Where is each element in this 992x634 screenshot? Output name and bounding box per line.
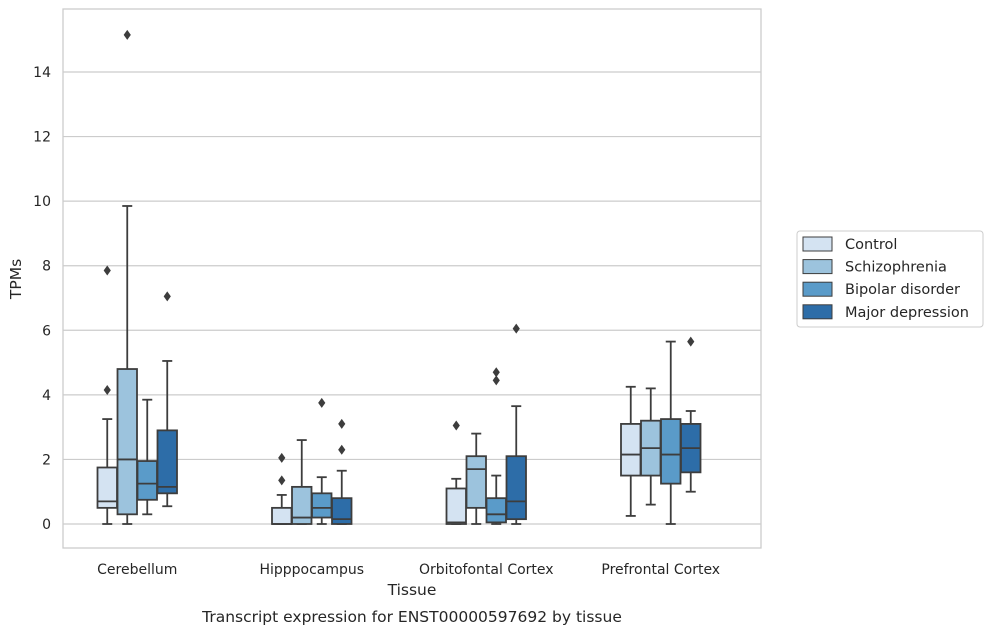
box-2-3 xyxy=(505,323,527,525)
outlier-point-1 xyxy=(103,265,111,276)
plot-frame xyxy=(62,8,762,549)
chart-caption: Transcript expression for ENST0000059769… xyxy=(201,608,622,626)
legend-frame xyxy=(796,230,984,328)
x-tick-label-2: Orbitofontal Cortex xyxy=(419,562,554,578)
y-tick-label-6: 12 xyxy=(33,130,51,146)
legend-swatch-1 xyxy=(802,259,833,275)
x-tick-label-3: Prefrontal Cortex xyxy=(601,562,720,578)
box-body xyxy=(660,418,682,485)
box-body xyxy=(311,492,333,519)
box-body xyxy=(485,497,507,524)
legend-label-0: Control xyxy=(845,237,897,253)
outlier-point-1 xyxy=(338,418,346,429)
outlier-point-0 xyxy=(103,385,111,396)
box-body xyxy=(465,455,487,509)
y-tick-label-3: 6 xyxy=(42,323,51,339)
y-tick-label-7: 14 xyxy=(33,65,51,81)
boxes-layer xyxy=(96,29,702,525)
outlier-point-0 xyxy=(318,397,326,408)
y-tick-label-2: 4 xyxy=(42,388,51,404)
legend-swatch-2 xyxy=(802,281,833,297)
legend: Control Schizophrenia Bipolar disorder Majo… xyxy=(796,230,984,328)
outlier-point-0 xyxy=(338,444,346,455)
y-tick-label-5: 10 xyxy=(33,194,51,210)
grid-lines xyxy=(63,71,761,525)
legend-label-3: Major depression xyxy=(845,305,969,321)
outlier-point-0 xyxy=(278,475,286,486)
outlier-point-0 xyxy=(512,323,520,334)
box-1-1 xyxy=(291,439,313,525)
x-tick-label-0: Cerebellum xyxy=(97,562,177,578)
outlier-point-0 xyxy=(163,291,171,302)
legend-label-2: Bipolar disorder xyxy=(845,282,960,298)
x-tick-labels: Cerebellum Hipppocampus Orbitofontal Corte… xyxy=(97,562,720,578)
y-axis-label: TPMs xyxy=(7,259,25,300)
outlier-point-0 xyxy=(492,375,500,386)
outlier-point-0 xyxy=(452,420,460,431)
y-tick-label-4: 8 xyxy=(42,259,51,275)
legend-swatch-3 xyxy=(802,304,833,320)
legend-label-1: Schizophrenia xyxy=(845,260,947,276)
box-body xyxy=(445,487,467,525)
box-3-1 xyxy=(640,387,662,506)
box-1-0 xyxy=(271,452,293,525)
outlier-point-1 xyxy=(278,452,286,463)
x-tick-label-1: Hipppocampus xyxy=(259,562,364,578)
box-3-2 xyxy=(660,340,682,525)
box-body xyxy=(505,455,527,521)
box-0-3 xyxy=(156,291,178,508)
outlier-point-0 xyxy=(123,29,131,40)
box-2-1 xyxy=(465,432,487,525)
outlier-point-1 xyxy=(492,367,500,378)
box-body xyxy=(116,368,138,516)
box-0-0 xyxy=(96,265,118,525)
box-body xyxy=(331,497,353,525)
y-tick-label-1: 2 xyxy=(42,452,51,468)
box-body xyxy=(271,506,293,525)
box-body xyxy=(620,423,642,477)
box-body xyxy=(136,460,158,501)
box-0-2 xyxy=(136,398,158,516)
box-1-3 xyxy=(331,418,353,525)
y-tick-label-0: 0 xyxy=(42,517,51,533)
box-2-0 xyxy=(445,420,467,525)
box-body xyxy=(156,429,178,495)
legend-swatch-0 xyxy=(802,236,833,252)
box-0-1 xyxy=(116,29,138,525)
outlier-point-0 xyxy=(687,336,695,347)
y-tick-labels: 0 2 4 6 8 10 12 14 xyxy=(33,65,51,533)
x-axis-label: Tissue xyxy=(387,581,437,599)
box-3-3 xyxy=(680,336,702,493)
